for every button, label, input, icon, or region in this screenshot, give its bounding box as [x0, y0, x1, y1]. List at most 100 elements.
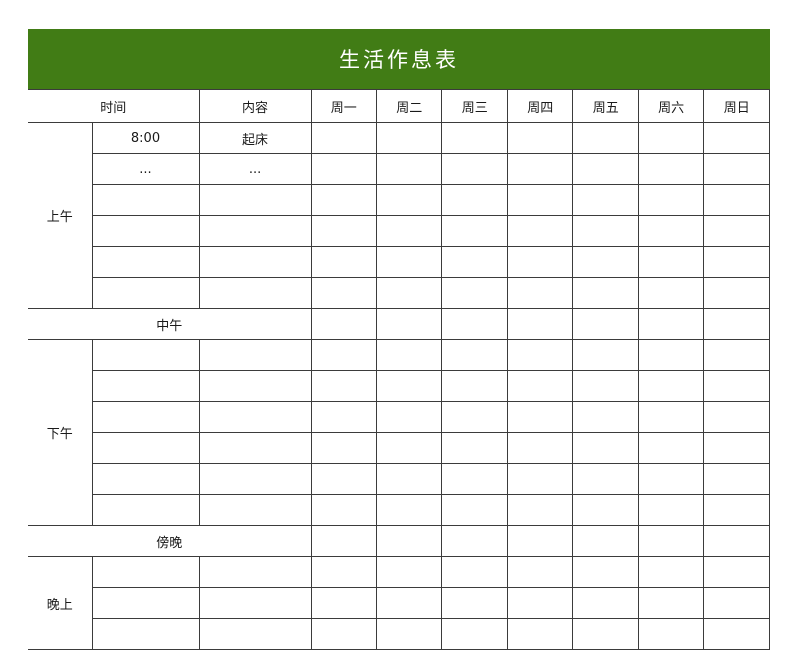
time-cell: ... — [91, 153, 200, 185]
schedule-cell — [506, 556, 574, 588]
content-cell: ... — [198, 153, 312, 185]
time-cell — [91, 556, 200, 588]
header-day-sat: 周六 — [637, 89, 705, 123]
header-day-fri: 周五 — [572, 89, 639, 123]
schedule-cell — [441, 618, 508, 650]
schedule-cell — [441, 525, 508, 557]
time-cell — [91, 370, 200, 402]
schedule-cell — [506, 215, 574, 247]
content-cell — [198, 618, 312, 650]
schedule-cell — [637, 308, 705, 340]
content-cell — [198, 587, 312, 619]
table-row: 下午 — [28, 339, 770, 526]
schedule-cell — [310, 246, 378, 278]
schedule-cell — [310, 308, 378, 340]
content-cell — [198, 246, 312, 278]
content-cell: 起床 — [198, 122, 312, 154]
time-cell — [91, 432, 200, 464]
time-cell — [91, 401, 200, 433]
schedule-cell — [572, 339, 639, 371]
content-cell — [198, 463, 312, 495]
schedule-cell — [310, 556, 378, 588]
section-label-noon: 中午 — [28, 308, 312, 340]
schedule-cell — [441, 401, 508, 433]
header-day-tue: 周二 — [375, 89, 443, 123]
schedule-cell — [441, 215, 508, 247]
schedule-cell — [310, 587, 378, 619]
table-row — [28, 494, 770, 526]
time-cell — [91, 184, 200, 216]
schedule-cell — [310, 215, 378, 247]
schedule-cell — [637, 401, 705, 433]
header-row: 时间 内容 周一 周二 周三 周四 周五 周六 周日 — [28, 89, 770, 123]
schedule-cell — [703, 463, 770, 495]
header-content: 内容 — [198, 89, 312, 123]
table-row — [28, 463, 770, 495]
content-cell — [198, 432, 312, 464]
schedule-cell — [572, 370, 639, 402]
schedule-cell — [310, 494, 378, 526]
schedule-cell — [310, 122, 378, 154]
schedule-cell — [572, 153, 639, 185]
table-row — [28, 618, 770, 650]
time-cell — [91, 463, 200, 495]
schedule-cell — [637, 494, 705, 526]
schedule-cell — [441, 370, 508, 402]
schedule-cell — [572, 184, 639, 216]
schedule-cell — [375, 556, 443, 588]
schedule-cell — [637, 463, 705, 495]
schedule-cell — [375, 370, 443, 402]
schedule-cell — [572, 277, 639, 309]
schedule-cell — [441, 494, 508, 526]
schedule-cell — [637, 587, 705, 619]
schedule-cell — [637, 153, 705, 185]
schedule-cell — [310, 370, 378, 402]
schedule-cell — [637, 339, 705, 371]
schedule-cell — [703, 401, 770, 433]
content-cell — [198, 401, 312, 433]
schedule-cell — [506, 587, 574, 619]
schedule-cell — [441, 556, 508, 588]
schedule-cell — [572, 215, 639, 247]
schedule-cell — [703, 525, 770, 557]
table-row — [28, 215, 770, 247]
schedule-cell — [703, 339, 770, 371]
schedule-cell — [441, 339, 508, 371]
time-cell — [91, 246, 200, 278]
schedule-cell — [572, 494, 639, 526]
schedule-cell — [506, 153, 574, 185]
schedule-cell — [375, 246, 443, 278]
schedule-cell — [572, 432, 639, 464]
schedule-cell — [572, 308, 639, 340]
content-cell — [198, 339, 312, 371]
time-cell — [91, 618, 200, 650]
schedule-cell — [703, 494, 770, 526]
time-cell: 8:00 — [91, 122, 200, 154]
schedule-cell — [637, 215, 705, 247]
time-cell — [91, 277, 200, 309]
schedule-cell — [310, 463, 378, 495]
schedule-table: 时间 内容 周一 周二 周三 周四 周五 周六 周日 上午 8:00 起床 — [28, 89, 770, 650]
schedule-sheet: 生活作息表 时间 内容 周一 周二 周三 周四 周五 周六 周日 — [28, 29, 770, 650]
schedule-cell — [310, 525, 378, 557]
schedule-cell — [506, 184, 574, 216]
schedule-cell — [506, 277, 574, 309]
schedule-cell — [506, 463, 574, 495]
schedule-cell — [441, 122, 508, 154]
section-label-morning: 上午 — [28, 122, 93, 309]
schedule-cell — [310, 184, 378, 216]
table-row — [28, 432, 770, 464]
content-cell — [198, 215, 312, 247]
schedule-cell — [375, 215, 443, 247]
schedule-cell — [637, 122, 705, 154]
section-label-night: 晚上 — [28, 556, 93, 650]
schedule-cell — [506, 525, 574, 557]
schedule-cell — [572, 618, 639, 650]
schedule-cell — [572, 246, 639, 278]
schedule-cell — [375, 432, 443, 464]
schedule-cell — [375, 401, 443, 433]
schedule-cell — [703, 215, 770, 247]
schedule-cell — [310, 432, 378, 464]
time-cell — [91, 339, 200, 371]
